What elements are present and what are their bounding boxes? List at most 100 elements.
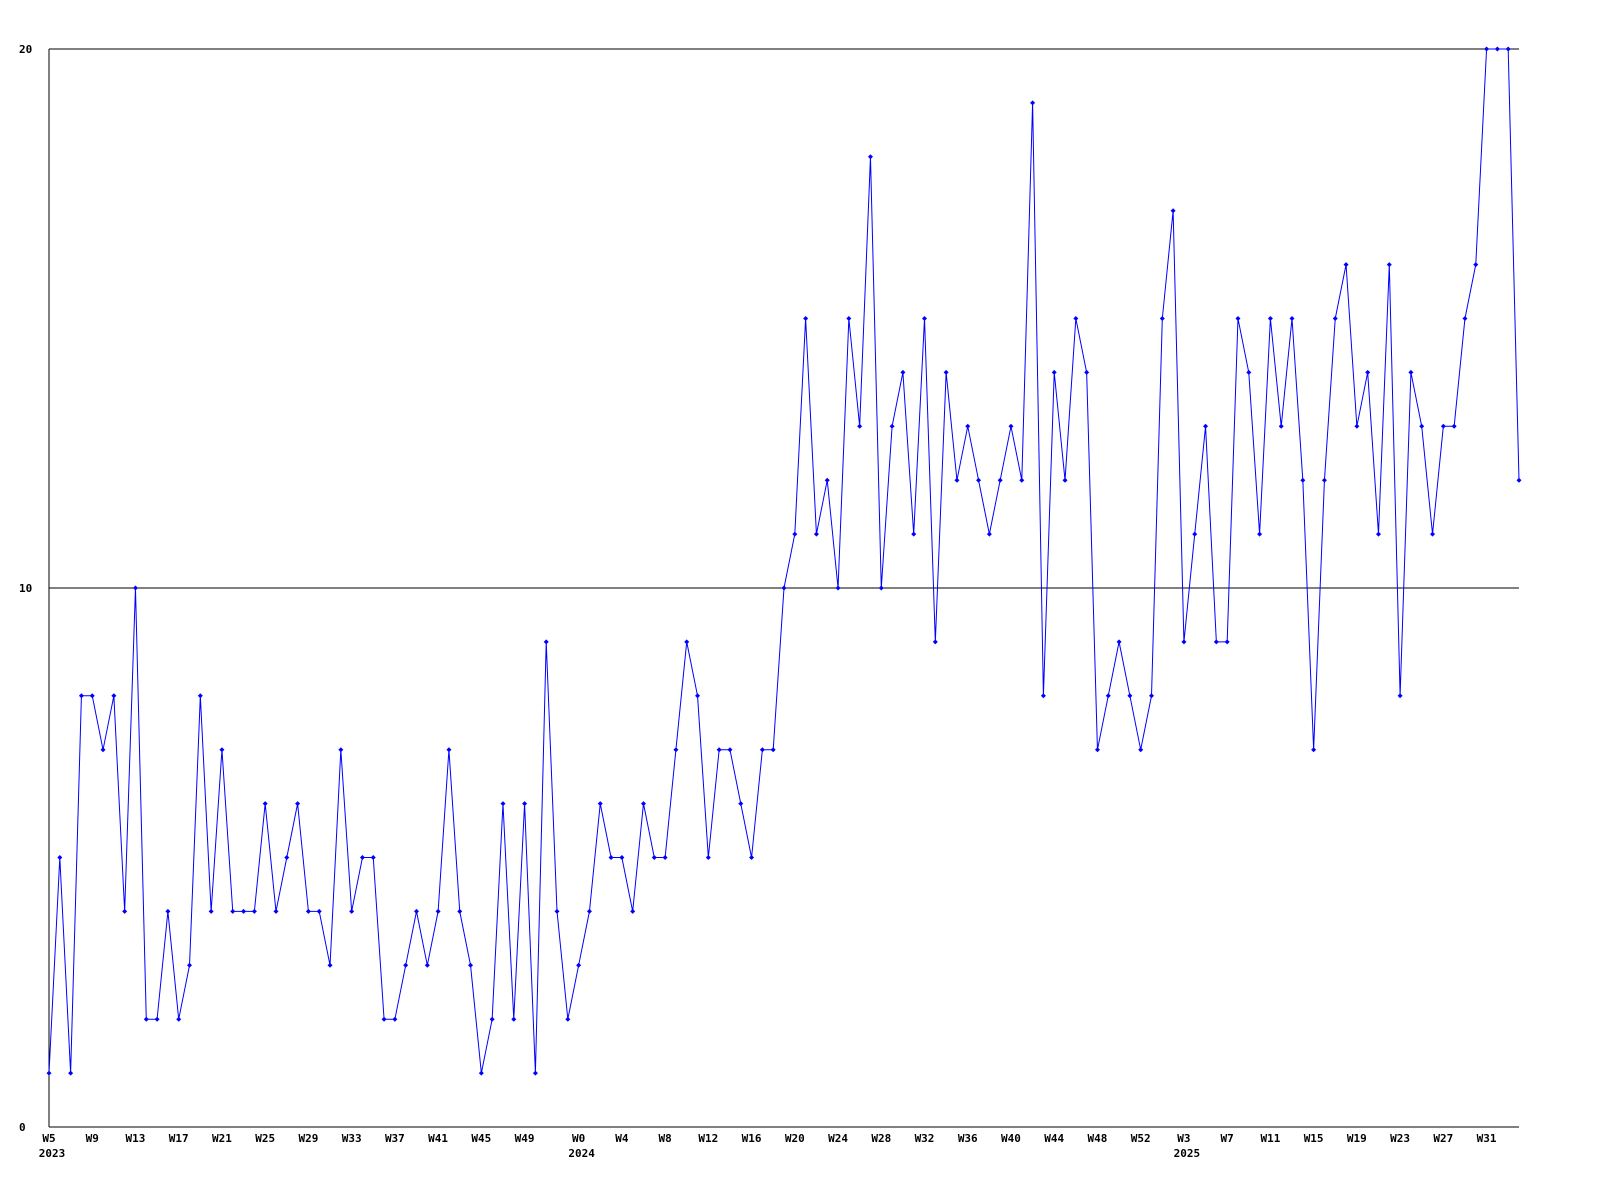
y-tick-label: 20 xyxy=(19,43,32,56)
data-point xyxy=(251,908,257,914)
data-point xyxy=(424,962,430,968)
data-point xyxy=(1516,477,1522,483)
data-point xyxy=(154,1016,160,1022)
x-tick-label: W40 xyxy=(1001,1132,1021,1145)
data-point xyxy=(1116,639,1122,645)
data-point xyxy=(1267,316,1273,321)
x-tick-label: W31 xyxy=(1477,1132,1497,1145)
x-tick-label: W13 xyxy=(126,1132,146,1145)
data-point xyxy=(889,423,895,429)
data-point xyxy=(1419,423,1425,429)
data-point xyxy=(651,855,657,860)
data-point xyxy=(608,855,614,860)
data-point xyxy=(1386,262,1392,268)
data-point xyxy=(338,747,344,753)
data-point xyxy=(640,801,646,807)
data-point xyxy=(435,908,441,914)
data-point xyxy=(381,1016,387,1022)
x-tick-label: W41 xyxy=(428,1132,448,1145)
x-tick-label: W17 xyxy=(169,1132,189,1145)
data-point xyxy=(89,693,95,699)
data-point xyxy=(846,316,852,321)
data-point xyxy=(1311,747,1317,753)
x-tick-label: W20 xyxy=(785,1132,805,1145)
data-point xyxy=(132,585,138,591)
data-point xyxy=(468,962,474,968)
x-tick-label: W24 xyxy=(828,1132,848,1145)
x-tick-label: W3 xyxy=(1177,1132,1190,1145)
data-point xyxy=(781,585,787,591)
data-point xyxy=(230,908,236,914)
x-tick-label: W37 xyxy=(385,1132,405,1145)
data-point xyxy=(478,1070,484,1076)
data-point xyxy=(1494,46,1500,52)
data-point xyxy=(716,747,722,753)
x-tick-label: W7 xyxy=(1221,1132,1234,1145)
data-point xyxy=(1451,423,1457,429)
data-point xyxy=(532,1070,538,1076)
data-point xyxy=(922,316,928,321)
x-tick-label: W49 xyxy=(515,1132,535,1145)
data-point xyxy=(1105,693,1111,699)
x-tick-label: W12 xyxy=(698,1132,718,1145)
x-tick-label: W29 xyxy=(298,1132,318,1145)
data-point xyxy=(586,908,592,914)
data-point xyxy=(867,154,873,160)
data-point xyxy=(813,531,819,537)
data-point xyxy=(262,801,268,807)
x-tick-label: W8 xyxy=(658,1132,671,1145)
x-tick-label: W33 xyxy=(342,1132,362,1145)
data-point xyxy=(673,747,679,753)
data-point xyxy=(1375,531,1381,537)
data-point xyxy=(630,908,636,914)
data-point xyxy=(284,855,290,860)
data-point xyxy=(1192,531,1198,537)
data-point xyxy=(1127,693,1133,699)
data-point xyxy=(1008,423,1014,429)
data-point xyxy=(78,693,84,699)
data-point xyxy=(457,908,463,914)
x-tick-label: W21 xyxy=(212,1132,232,1145)
data-point xyxy=(57,855,63,860)
x-tick-label: W9 xyxy=(86,1132,99,1145)
data-point xyxy=(792,531,798,537)
data-point xyxy=(1257,531,1263,537)
data-point xyxy=(1278,423,1284,429)
data-point xyxy=(241,908,247,914)
x-tick-label: W4 xyxy=(615,1132,629,1145)
x-tick-label: W0 xyxy=(572,1132,585,1145)
data-point xyxy=(111,693,117,699)
x-tick-label: W45 xyxy=(471,1132,491,1145)
data-point xyxy=(932,639,938,645)
data-point xyxy=(900,369,906,375)
data-point xyxy=(1462,316,1468,321)
data-point xyxy=(187,962,193,968)
data-point xyxy=(1019,477,1025,483)
data-point xyxy=(446,747,452,753)
data-point xyxy=(68,1070,74,1076)
data-point xyxy=(359,855,365,860)
data-point xyxy=(219,747,225,753)
data-point xyxy=(965,423,971,429)
data-point xyxy=(403,962,409,968)
data-point xyxy=(554,908,560,914)
data-point xyxy=(759,747,765,753)
data-point xyxy=(1300,477,1306,483)
data-point xyxy=(1149,693,1154,699)
data-point xyxy=(1181,639,1187,645)
year-label: 2024 xyxy=(568,1147,595,1160)
data-point xyxy=(316,908,322,914)
data-point xyxy=(1235,316,1241,321)
data-point xyxy=(176,1016,182,1022)
year-label: 2023 xyxy=(39,1147,66,1160)
data-point xyxy=(1289,316,1295,321)
data-point xyxy=(684,639,690,645)
data-point xyxy=(273,908,279,914)
series-line xyxy=(48,48,1520,1074)
data-point xyxy=(695,693,701,699)
data-point xyxy=(500,801,506,807)
data-point xyxy=(1484,46,1490,52)
data-point xyxy=(1138,747,1144,753)
data-point xyxy=(835,585,841,591)
